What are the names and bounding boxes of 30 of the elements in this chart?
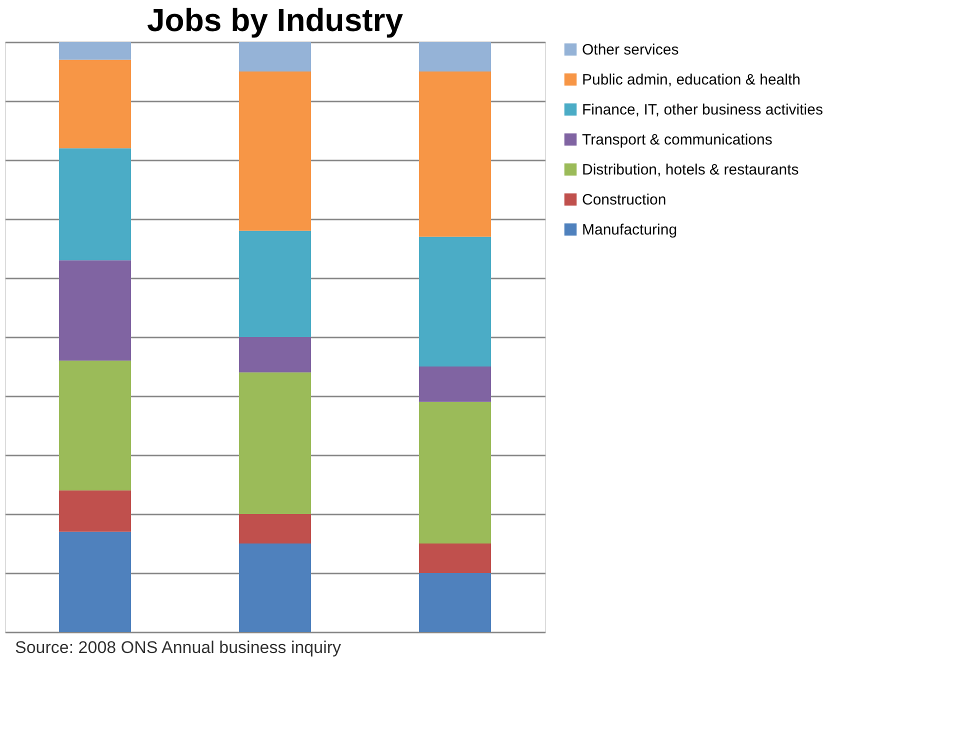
bar: [419, 544, 491, 573]
bar: [239, 230, 311, 337]
bar: [419, 236, 491, 366]
bar: [59, 490, 131, 532]
bar: [419, 72, 491, 237]
bar: [59, 260, 131, 361]
bar: [419, 573, 491, 632]
bar: [239, 372, 311, 514]
legend-label: Manufacturing: [582, 222, 678, 238]
legend-label: Public admin, education & health: [582, 72, 800, 88]
bar: [419, 366, 491, 402]
bar: [239, 72, 311, 231]
bar: [59, 360, 131, 490]
bar: [59, 532, 131, 632]
legend-label: Construction: [582, 192, 666, 208]
source-note: Source: 2008 ONS Annual business inquiry: [15, 638, 342, 657]
bar: [419, 402, 491, 544]
legend-label: Distribution, hotels & restaurants: [582, 162, 799, 178]
bar: [239, 337, 311, 372]
bar: [59, 42, 131, 60]
bar: [239, 544, 311, 632]
bar: [59, 60, 131, 148]
legend-label: Transport & communications: [582, 132, 772, 148]
bar: [239, 514, 311, 544]
bar: [419, 42, 491, 72]
legend-label: Other services: [582, 42, 679, 58]
bar: [239, 42, 311, 72]
chart-title: Jobs by Industry: [146, 2, 404, 38]
bar: [59, 148, 131, 260]
legend-label: Finance, IT, other business activities: [582, 102, 823, 118]
